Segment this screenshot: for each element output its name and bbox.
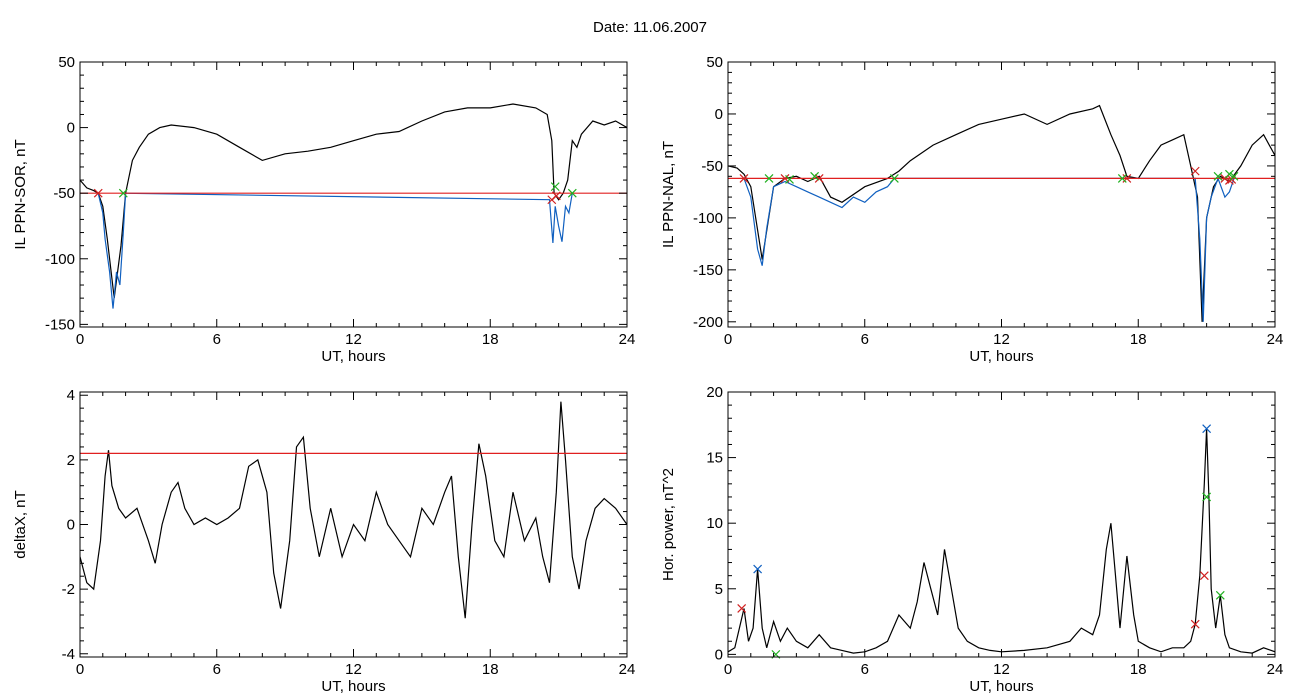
sor-y-tick-label: -100 [45, 251, 75, 268]
nal-marker [889, 173, 899, 183]
nal-marker [1190, 166, 1200, 176]
deltax-y-tick-label: 0 [67, 517, 75, 534]
nal-marker [1213, 171, 1223, 181]
sor-y-tick-label: 50 [58, 54, 75, 71]
power-marker [1202, 424, 1212, 434]
deltax-x-tick-label: 0 [76, 661, 84, 678]
sor-plot-frame [79, 61, 628, 328]
power-y-tick-label: 15 [706, 450, 723, 467]
nal-y-tick-label: 0 [715, 106, 723, 123]
nal-marker [1117, 173, 1127, 183]
deltax-y-tick-label: -2 [62, 581, 75, 598]
nal-y-tick-label: -150 [693, 262, 723, 279]
power-marker [1190, 619, 1200, 629]
deltax-x-tick-label: 18 [482, 661, 499, 678]
deltax-y-tick-label: -4 [62, 646, 75, 663]
deltax-x-tick-label: 24 [619, 661, 636, 678]
nal-y-axis-label: IL PPN-NAL, nT [660, 141, 677, 248]
sor-x-tick-label: 24 [619, 331, 636, 348]
sor-y-tick-label: 0 [67, 120, 75, 137]
sor-marker [550, 182, 560, 192]
power-marker [1202, 492, 1212, 502]
power-x-tick-label: 24 [1267, 661, 1284, 678]
nal-marker [739, 173, 749, 183]
figure-title: Date: 11.06.2007 [593, 19, 707, 36]
panel-nal: 0 6 12 18 24 -200 -150 -100 -50 0 50 UT, hours IL PP… [660, 54, 1283, 365]
nal-y-tick-label: 50 [706, 54, 723, 71]
nal-series-line-1 [743, 176, 1235, 322]
power-x-tick-label: 12 [993, 661, 1010, 678]
nal-marker [1224, 169, 1234, 179]
deltax-y-axis-label: deltaX, nT [12, 490, 29, 558]
deltax-x-axis-label: UT, hours [321, 678, 385, 695]
power-marker [1199, 571, 1209, 581]
sor-marker [567, 188, 577, 198]
power-marker [1215, 590, 1225, 600]
power-y-axis-label: Hor. power, nT^2 [660, 468, 677, 581]
sor-marker [118, 188, 128, 198]
nal-y-tick-label: -100 [693, 210, 723, 227]
sor-x-tick-label: 12 [345, 331, 362, 348]
sor-x-axis-label: UT, hours [321, 348, 385, 365]
power-y-tick-label: 20 [706, 384, 723, 401]
nal-x-tick-label: 0 [724, 331, 732, 348]
sor-marker [93, 188, 103, 198]
nal-series-line-0 [728, 104, 1275, 322]
deltax-x-tick-label: 12 [345, 661, 362, 678]
nal-y-tick-label: -200 [693, 314, 723, 331]
deltax-y-tick-label: 4 [67, 387, 75, 404]
power-y-tick-label: 0 [715, 646, 723, 663]
nal-y-tick-label: -50 [701, 158, 723, 175]
panel-power: 0 6 12 18 24 0 5 10 15 20 UT, hours Hor. power, nT^… [660, 384, 1283, 695]
power-y-tick-label: 5 [715, 581, 723, 598]
power-marker [753, 564, 763, 574]
sor-y-axis-label: IL PPN-SOR, nT [12, 139, 29, 249]
power-x-axis-label: UT, hours [969, 678, 1033, 695]
power-marker [737, 604, 747, 613]
power-plot-frame [727, 391, 1276, 658]
sor-x-tick-label: 0 [76, 331, 84, 348]
nal-x-tick-label: 24 [1267, 331, 1284, 348]
sor-y-tick-label: -50 [53, 185, 75, 202]
sor-marker [551, 191, 561, 201]
sor-y-tick-label: -150 [45, 316, 75, 333]
sor-series-line-1 [97, 192, 573, 309]
nal-x-tick-label: 18 [1130, 331, 1147, 348]
power-x-tick-label: 6 [861, 661, 869, 678]
power-series-line-0 [728, 428, 1275, 654]
deltax-y-tick-label: 2 [67, 452, 75, 469]
power-x-tick-label: 18 [1130, 661, 1147, 678]
sor-series-line-0 [80, 103, 627, 299]
nal-x-axis-label: UT, hours [969, 348, 1033, 365]
power-x-tick-label: 0 [724, 661, 732, 678]
nal-marker [785, 175, 794, 184]
nal-plot-frame [727, 61, 1276, 328]
sor-x-tick-label: 18 [482, 331, 499, 348]
nal-x-tick-label: 12 [993, 331, 1010, 348]
nal-marker [764, 173, 774, 183]
panel-sor: 0 6 12 18 24 -150 -100 -50 0 50 UT, hours IL PPN-SO… [12, 54, 635, 365]
nal-marker [810, 171, 820, 181]
deltax-x-tick-label: 6 [213, 661, 221, 678]
nal-x-tick-label: 6 [861, 331, 869, 348]
nal-marker [814, 173, 824, 183]
deltax-series-line-0 [80, 401, 627, 619]
sor-x-tick-label: 6 [213, 331, 221, 348]
power-y-tick-label: 10 [706, 515, 723, 532]
nal-marker [1229, 171, 1239, 181]
